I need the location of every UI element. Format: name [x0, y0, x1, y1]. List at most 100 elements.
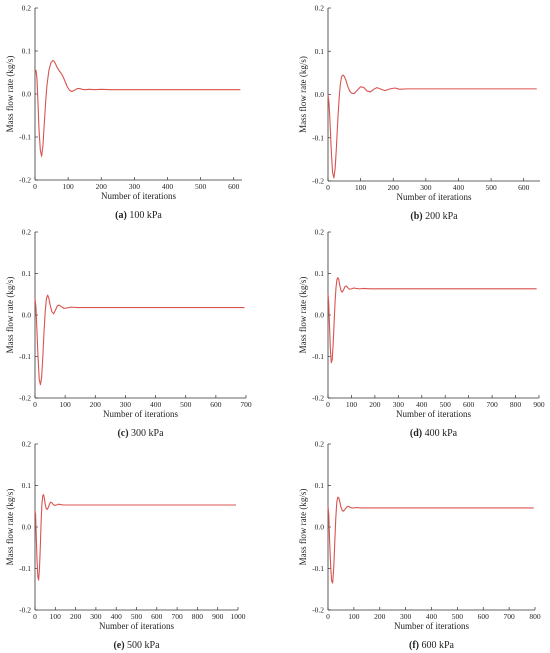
x-tick-label: 600: [228, 182, 240, 191]
y-axis-title: Mass flow rate (kg/s): [5, 277, 15, 354]
series-line: [34, 294, 245, 386]
x-axis-title: Number of iterations: [396, 409, 471, 419]
x-tick-label: 0: [326, 400, 330, 409]
y-axis-title: Mass flow rate (kg/s): [298, 277, 308, 354]
chart-panel: -0.2 -0.1 0.0 0.1 0.2 0 100 200 300 400 500 600 700 8…: [298, 440, 541, 652]
x-tick-label: 500: [452, 612, 464, 621]
x-tick-label: 200: [70, 612, 82, 621]
x-axis-title: Number of iterations: [99, 621, 174, 631]
series-line: [327, 496, 534, 584]
x-tick-label: 700: [504, 612, 516, 621]
chart-panel: -0.2 -0.1 0.0 0.1 0.2 0 100 200 300 400 500 600 Numb…: [5, 4, 242, 221]
x-tick-label: 800: [510, 400, 522, 409]
panel-caption-letter: (a): [115, 210, 127, 221]
x-tick-label: 400: [111, 612, 123, 621]
y-tick-label: -0.2: [312, 606, 324, 615]
y-tick-label: 0.2: [22, 228, 32, 237]
x-tick-label: 500: [195, 182, 207, 191]
panel-caption: (f) 600 kPa: [409, 640, 455, 651]
x-tick-label: 200: [96, 182, 108, 191]
x-tick-label: 100: [346, 400, 358, 409]
chart-panel: -0.2 -0.1 0.0 0.1 0.2 0 100 200 300 400 500 600 700 8…: [5, 440, 246, 652]
x-tick-label: 700: [171, 612, 183, 621]
y-tick-label: 0.0: [22, 90, 32, 99]
y-tick-label: -0.1: [19, 564, 31, 573]
y-tick-label: -0.1: [19, 352, 31, 361]
panel-caption-letter: (d): [410, 428, 422, 439]
y-tick-label: -0.1: [312, 564, 324, 573]
x-tick-label: 700: [486, 400, 498, 409]
x-tick-label: 0: [326, 183, 330, 192]
x-axis-title: Number of iterations: [103, 409, 178, 419]
x-tick-label: 600: [463, 400, 475, 409]
y-tick-label: 0.0: [22, 523, 32, 532]
y-axis-title: Mass flow rate (kg/s): [5, 489, 15, 566]
panel-caption-letter: (c): [117, 428, 128, 439]
x-tick-label: 300: [420, 183, 432, 192]
chart-panel: -0.2 -0.1 0.0 0.1 0.2 0 100 200 300 400 500 600 700 8…: [298, 228, 545, 440]
x-tick-label: 600: [151, 612, 163, 621]
panel-caption-letter: (e): [113, 640, 124, 651]
x-tick-label: 300: [120, 400, 132, 409]
x-tick-label: 800: [529, 612, 541, 621]
x-tick-label: 800: [192, 612, 204, 621]
panel-caption-text: 400 kPa: [422, 428, 458, 439]
series-line: [34, 59, 241, 157]
x-tick-label: 100: [348, 612, 360, 621]
x-tick-label: 300: [393, 400, 405, 409]
y-tick-label: 0.2: [315, 228, 325, 237]
y-tick-label: 0.0: [315, 523, 325, 532]
x-tick-label: 600: [518, 183, 530, 192]
y-tick-label: 0.1: [315, 269, 325, 278]
y-tick-label: 0.0: [315, 90, 325, 99]
x-tick-label: 200: [369, 400, 381, 409]
x-tick-label: 600: [478, 612, 490, 621]
y-tick-label: -0.2: [312, 394, 324, 403]
x-tick-label: 1000: [231, 612, 246, 621]
y-tick-label: 0.1: [22, 269, 32, 278]
series-line: [327, 74, 537, 179]
y-axis-title: Mass flow rate (kg/s): [298, 489, 308, 566]
panel-caption: (e) 500 kPa: [113, 640, 160, 651]
panel-caption-text: 600 kPa: [419, 640, 455, 651]
x-tick-label: 700: [240, 400, 252, 409]
panel-caption-letter: (f): [409, 640, 419, 651]
x-tick-label: 300: [90, 612, 102, 621]
x-tick-label: 900: [212, 612, 224, 621]
x-tick-label: 0: [326, 612, 330, 621]
x-axis-title: Number of iterations: [394, 621, 469, 631]
x-tick-label: 400: [150, 400, 162, 409]
y-tick-label: 0.1: [22, 481, 32, 490]
panel-caption: (b) 200 kPa: [410, 211, 458, 222]
x-tick-label: 200: [388, 183, 400, 192]
x-tick-label: 100: [60, 400, 72, 409]
y-axis-title: Mass flow rate (kg/s): [298, 56, 308, 133]
y-tick-label: 0.1: [315, 47, 325, 56]
x-axis-title: Number of iterations: [397, 192, 472, 202]
x-axis-title: Number of iterations: [101, 191, 176, 201]
x-tick-label: 500: [440, 400, 452, 409]
x-tick-label: 0: [33, 612, 37, 621]
series-line: [34, 494, 236, 581]
y-tick-label: 0.2: [315, 440, 325, 449]
panel-caption-letter: (b): [410, 211, 422, 222]
y-tick-label: 0.1: [22, 47, 32, 56]
chart-panel: -0.2 -0.1 0.0 0.1 0.2 0 100 200 300 400 500 600 700 N…: [5, 228, 252, 440]
panel-caption: (d) 400 kPa: [410, 428, 458, 439]
x-tick-label: 300: [400, 612, 412, 621]
x-tick-label: 200: [374, 612, 386, 621]
panel-caption: (a) 100 kPa: [115, 210, 162, 221]
y-tick-label: -0.2: [19, 394, 31, 403]
y-tick-label: 0.0: [22, 311, 32, 320]
panel-caption-text: 500 kPa: [125, 640, 161, 651]
y-tick-label: -0.2: [19, 606, 31, 615]
x-tick-label: 100: [62, 182, 74, 191]
x-tick-label: 500: [180, 400, 192, 409]
x-tick-label: 500: [485, 183, 497, 192]
panel-caption-text: 200 kPa: [423, 211, 459, 222]
y-tick-label: -0.2: [312, 177, 324, 186]
x-tick-label: 0: [33, 400, 37, 409]
panel-caption: (c) 300 kPa: [117, 428, 164, 439]
y-tick-label: 0.2: [22, 440, 32, 449]
